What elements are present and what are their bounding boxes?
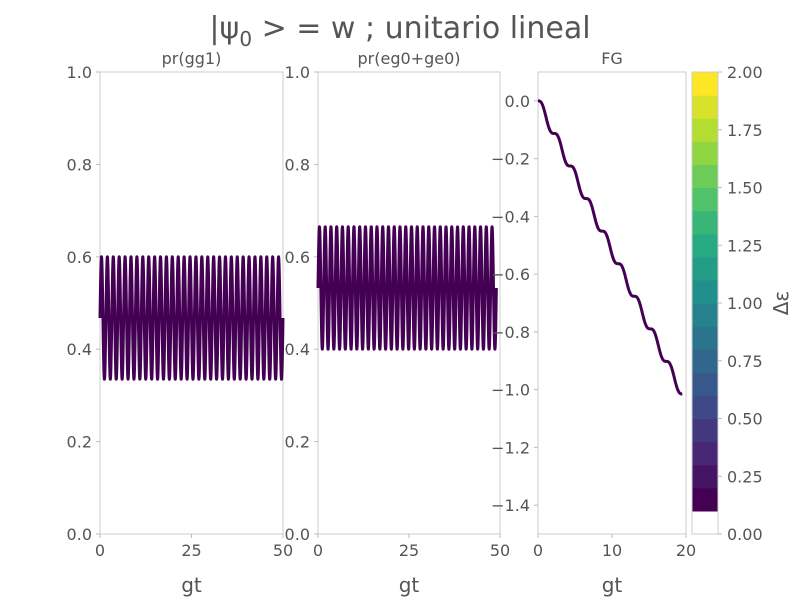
colorbar-tick-label: 1.00 bbox=[727, 294, 763, 313]
y-tick-label: 0.2 bbox=[67, 433, 92, 452]
colorbar-level bbox=[692, 141, 718, 165]
y-tick-label: 0.6 bbox=[285, 248, 310, 267]
x-tick-label: 20 bbox=[676, 541, 696, 560]
colorbar: 0.00 0.25 0.50 0.75 1.00 1.25 1.50 1.75 2.00 Δε bbox=[691, 63, 793, 544]
y-tick-label: 0.0 bbox=[67, 525, 92, 544]
x-tick-label: 10 bbox=[602, 541, 622, 560]
colorbar-level bbox=[692, 349, 718, 373]
colorbar-tick-label: 1.25 bbox=[727, 236, 763, 255]
colorbar-level bbox=[692, 303, 718, 327]
colorbar-level bbox=[692, 164, 718, 189]
colorbar-tick-label: 1.50 bbox=[727, 179, 763, 198]
y-tick-label: 0.4 bbox=[67, 340, 92, 359]
panel-pr-eg0-ge0: pr(eg0+ge0) 0.0 0.2 0.4 0.6 0.8 1.0 0 25 50 gt bbox=[285, 49, 511, 597]
y-tick-label: 0.6 bbox=[67, 248, 92, 267]
y-tick-label: −0.4 bbox=[491, 207, 530, 226]
panel-pr-gg1: pr(gg1) 0.0 0.2 0.4 0.6 0.8 1.0 0 25 50 gt bbox=[67, 49, 294, 597]
panel-title: FG bbox=[601, 49, 623, 68]
y-tick-label: −0.6 bbox=[491, 265, 530, 284]
colorbar-level bbox=[692, 372, 718, 396]
series-line bbox=[316, 225, 498, 351]
colorbar-level bbox=[692, 464, 718, 489]
y-tick-label: 0.8 bbox=[285, 155, 310, 174]
x-tick-label: 50 bbox=[490, 541, 510, 560]
colorbar-level bbox=[692, 118, 718, 142]
series-line bbox=[98, 255, 285, 381]
y-tick-label: −0.2 bbox=[491, 150, 530, 169]
colorbar-level bbox=[692, 187, 718, 212]
y-tick-label: 1.0 bbox=[67, 63, 92, 82]
colorbar-tick-label: 0.50 bbox=[727, 410, 763, 429]
y-tick-label: −0.8 bbox=[491, 323, 530, 342]
colorbar-level bbox=[692, 441, 718, 466]
x-axis-label: gt bbox=[399, 573, 420, 597]
x-tick-label: 0 bbox=[95, 541, 105, 560]
colorbar-level bbox=[692, 256, 718, 281]
y-tick-label: 0.2 bbox=[285, 433, 310, 452]
colorbar-tick-label: 0.75 bbox=[727, 352, 763, 371]
series-line bbox=[536, 99, 684, 396]
x-tick-label: 25 bbox=[399, 541, 419, 560]
colorbar-tick-label: 1.75 bbox=[727, 121, 763, 140]
colorbar-level bbox=[692, 326, 718, 350]
x-axis-label: gt bbox=[602, 573, 623, 597]
colorbar-level bbox=[692, 487, 718, 512]
colorbar-label: Δε bbox=[769, 291, 793, 316]
colorbar-tick-label: 2.00 bbox=[727, 63, 763, 82]
y-tick-label: 0.8 bbox=[67, 155, 92, 174]
colorbar-level bbox=[692, 72, 718, 96]
x-tick-label: 50 bbox=[273, 541, 293, 560]
main-title: |ψ0 > = w ; unitario lineal bbox=[209, 11, 590, 51]
x-tick-label: 25 bbox=[181, 541, 201, 560]
colorbar-tick-label: 0.25 bbox=[727, 467, 763, 486]
colorbar-level bbox=[692, 210, 718, 235]
panel-fg: FG 0.0 −0.2 −0.4 −0.6 −0.8 −1.0 −1.2 −1.4 0 10 20 gt bbox=[491, 49, 696, 597]
y-tick-label: −1.0 bbox=[491, 381, 530, 400]
y-tick-label: 0.4 bbox=[285, 340, 310, 359]
panel-title: pr(gg1) bbox=[162, 49, 222, 68]
y-tick-label: 0.0 bbox=[505, 92, 530, 111]
colorbar-tick-label: 0.00 bbox=[727, 525, 763, 544]
y-tick-label: −1.4 bbox=[491, 496, 530, 515]
colorbar-level bbox=[692, 233, 718, 258]
x-tick-label: 0 bbox=[313, 541, 323, 560]
x-tick-label: 0 bbox=[533, 541, 543, 560]
y-tick-label: −1.2 bbox=[491, 438, 530, 457]
panel-title: pr(eg0+ge0) bbox=[358, 49, 461, 68]
colorbar-level bbox=[692, 279, 718, 304]
colorbar-level bbox=[692, 418, 718, 443]
x-axis-label: gt bbox=[181, 573, 202, 597]
y-tick-label: 0.0 bbox=[285, 525, 310, 544]
y-tick-label: 1.0 bbox=[285, 63, 310, 82]
colorbar-level bbox=[692, 395, 718, 420]
colorbar-level bbox=[692, 95, 718, 119]
